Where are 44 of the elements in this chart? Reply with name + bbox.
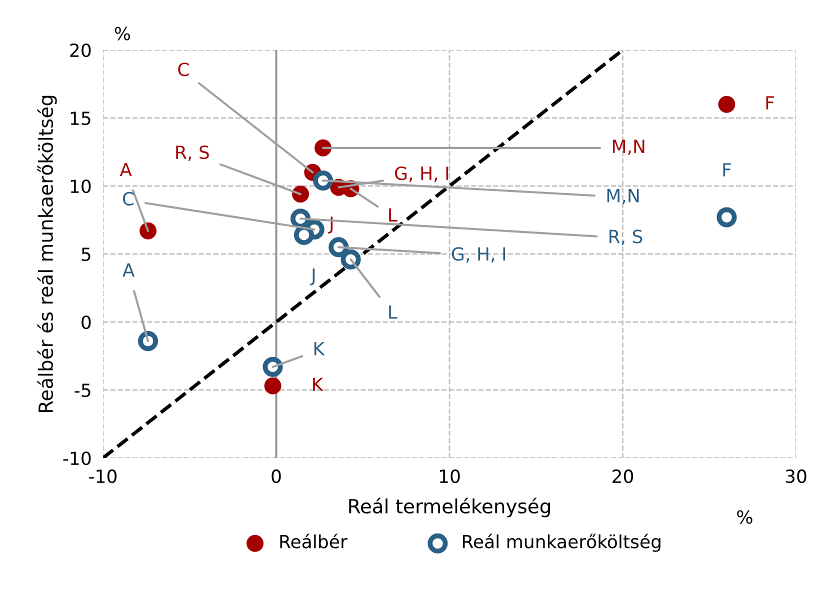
annotation: K [313,378,324,391]
y-tick-label: -5 [74,384,90,398]
annotation: J [310,268,315,286]
annotation: M,N [612,140,644,155]
legend-label: Reálbér [280,534,348,548]
annotation: F [723,163,731,176]
legend-label: Reál munkaerőköltség [462,534,660,552]
y-axis-title: Reálbér és reál munkaerőköltség [37,96,57,412]
y-tick-label: 10 [70,179,91,194]
annotation: F [766,96,774,110]
annotation: A [122,263,135,277]
y-tick-label: 0 [82,315,91,330]
x-tick-label: 30 [786,469,806,484]
point [340,249,361,270]
text: % [114,26,130,40]
annotation: L [389,208,398,222]
annotation: L [389,305,398,319]
annotation: K [314,342,325,356]
annotation: G, H, I [452,247,506,263]
point [140,222,157,240]
annotation: C [178,62,189,76]
point [716,207,737,228]
y-tick-label: 5 [82,248,90,262]
point [314,139,332,156]
x-axis-title: Reál termelékenység [349,498,550,518]
text: % [737,510,752,524]
annotation: R, S [176,145,209,161]
point [264,377,282,394]
annotation: M,N [607,189,639,204]
y-tick-label: 20 [70,43,91,58]
annotation: G, H, I [395,166,448,182]
x-tick-label: 10 [440,469,460,484]
point [138,331,158,352]
point [262,356,283,377]
y-tick-label: 15 [70,112,90,126]
x-tick-label: 20 [612,469,634,484]
x-tick-label: 0 [272,469,281,484]
annotation: C [122,192,134,206]
annotation: R, S [610,230,642,246]
annotation: A [120,162,132,176]
point [292,186,310,203]
y-tick-label: -10 [63,451,91,466]
point [312,170,334,191]
point [718,96,736,113]
